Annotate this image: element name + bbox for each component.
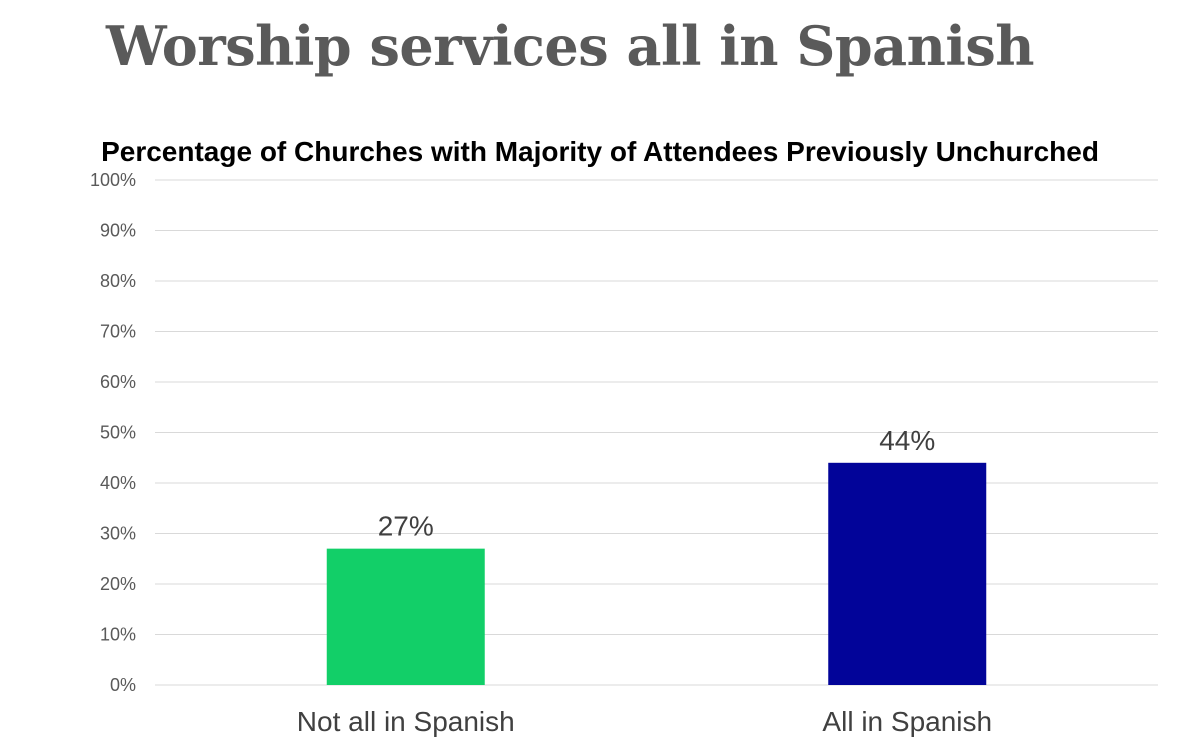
y-tick-label: 20% [100,574,136,594]
category-label: All in Spanish [822,706,992,737]
y-tick-label: 0% [110,675,136,695]
chart-data-labels: 27% 44% [378,425,936,542]
x-axis-category-labels: Not all in Spanish All in Spanish [297,706,992,737]
slide-title: Worship services all in Spanish [106,14,1035,78]
chart-title: Percentage of Churches with Majority of … [101,136,1099,167]
y-tick-label: 40% [100,473,136,493]
category-label: Not all in Spanish [297,706,515,737]
bar [326,548,485,685]
chart-gridlines [155,179,1158,686]
bar [828,462,987,685]
y-tick-label: 80% [100,271,136,291]
y-tick-label: 10% [100,625,136,645]
y-tick-label: 70% [100,322,136,342]
y-axis-tick-labels: 0% 10% 20% 30% 40% 50% 60% 70% 80% 90% 100% [90,170,136,695]
y-tick-label: 60% [100,372,136,392]
y-tick-label: 90% [100,221,136,241]
y-tick-label: 100% [90,170,136,190]
y-tick-label: 30% [100,524,136,544]
bar-value-label: 44% [879,425,935,456]
bar-value-label: 27% [378,511,434,542]
y-tick-label: 50% [100,423,136,443]
chart-bars [326,462,987,685]
